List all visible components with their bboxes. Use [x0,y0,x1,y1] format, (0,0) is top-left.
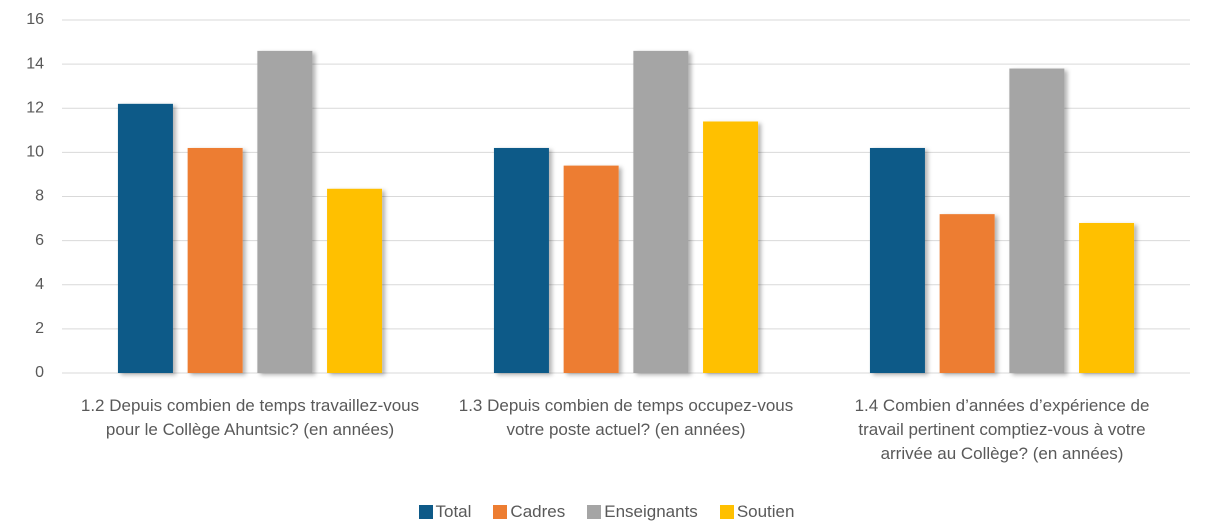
legend-swatch [418,505,433,519]
x-tick-label: 1.4 Combien d’années d’expérience de tra… [854,396,1150,463]
x-tick-label: 1.3 Depuis combien de temps occupez-vous… [458,396,794,439]
y-tick-label: 8 [35,188,44,205]
bar [633,50,689,373]
legend-label: Cadres [510,502,566,521]
legend-item: Soutien [719,502,795,522]
legend-label: Soutien [736,502,795,521]
legend-item: Enseignants [587,502,698,522]
y-tick-label: 6 [35,232,44,249]
y-tick-label: 0 [35,364,44,381]
legend-swatch [493,505,508,519]
legend: Total Cadres Enseignants Soutien [0,502,1213,522]
bar [117,103,173,374]
bar [493,147,549,373]
legend-swatch [587,505,602,519]
bar [939,214,995,373]
y-tick-label: 4 [35,276,44,293]
x-tick-label: 1.2 Depuis combien de temps travaillez-v… [80,396,420,439]
bar [703,121,759,373]
bar [1009,68,1065,373]
legend-label: Total [435,502,472,521]
bar [1079,222,1135,373]
y-tick-label: 12 [26,99,44,116]
y-tick-label: 16 [26,11,44,28]
legend-item: Total [418,502,472,522]
bar [327,188,383,373]
bar [869,147,925,373]
bar [563,165,619,373]
legend-label: Enseignants [604,502,698,521]
legend-swatch [719,505,734,519]
legend-item: Cadres [493,502,565,522]
y-tick-label: 2 [35,320,44,337]
y-tick-label: 14 [26,55,44,72]
y-tick-label: 10 [26,144,44,161]
bar [187,147,243,373]
bar [257,50,313,373]
